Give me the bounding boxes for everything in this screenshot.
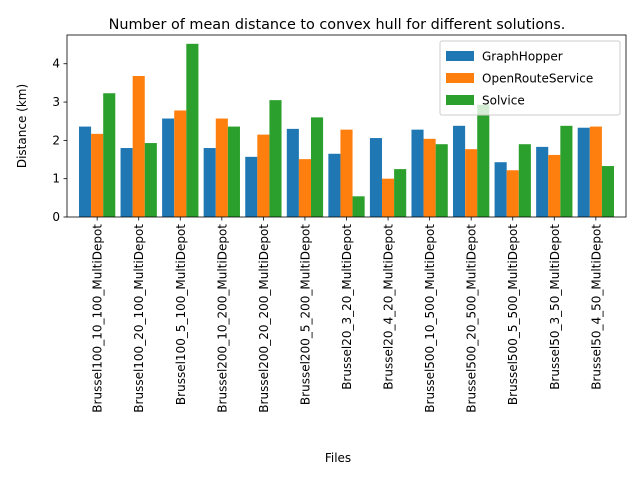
y-tick-label: 3	[52, 95, 60, 109]
bar-solvice-1	[103, 93, 116, 217]
bar-openrouteservice-7	[340, 129, 353, 217]
x-tick-label: Brussel500_10_500_MultiDepot	[423, 224, 437, 413]
x-tick-label: Brussel50_3_50_MultiDepot	[548, 224, 562, 390]
bar-graphhopper-2	[120, 148, 133, 217]
bar-openrouteservice-10	[465, 149, 478, 217]
x-axis: Brussel100_10_100_MultiDepot Brussel100_2…	[91, 217, 603, 413]
x-tick-label: Brussel50_4_50_MultiDepot	[589, 224, 603, 390]
x-tick-label: Brussel20_4_20_MultiDepot	[382, 224, 396, 390]
legend-frame	[439, 40, 621, 116]
y-tick-label: 2	[52, 133, 60, 147]
x-tick-label: Brussel500_20_500_MultiDepot	[465, 224, 479, 413]
bar-solvice-13	[601, 166, 614, 217]
bar-openrouteservice-5	[257, 134, 270, 217]
y-tick-label: 1	[52, 172, 60, 186]
bar-solvice-4	[227, 126, 240, 217]
bar-openrouteservice-13	[589, 126, 602, 217]
bar-graphhopper-8	[369, 138, 383, 217]
legend-label-openrouteservice: OpenRouteService	[482, 72, 593, 86]
bar-openrouteservice-4	[215, 118, 228, 217]
bar-graphhopper-6	[286, 128, 299, 217]
bar-openrouteservice-6	[298, 159, 311, 217]
bars-layer	[79, 43, 614, 218]
bar-graphhopper-9	[411, 129, 424, 217]
bar-graphhopper-11	[494, 162, 507, 217]
bar-graphhopper-5	[245, 156, 258, 217]
x-tick-label: Brussel100_20_100_MultiDepot	[132, 224, 146, 413]
bar-openrouteservice-11	[506, 170, 519, 217]
legend-swatch-graphhopper	[446, 51, 474, 61]
bar-solvice-9	[435, 144, 448, 217]
bar-solvice-2	[144, 143, 157, 217]
x-tick-label: Brussel100_5_100_MultiDepot	[174, 224, 188, 405]
bar-openrouteservice-1	[91, 133, 104, 217]
bar-openrouteservice-9	[423, 138, 436, 217]
x-tick-label: Brussel100_10_100_MultiDepot	[91, 224, 105, 413]
y-tick-label: 4	[52, 57, 60, 71]
bar-graphhopper-10	[453, 125, 466, 217]
bar-graphhopper-13	[577, 127, 590, 217]
bar-solvice-6	[310, 117, 324, 217]
x-tick-label: Brussel200_10_200_MultiDepot	[215, 224, 229, 413]
legend-swatch-openrouteservice	[446, 73, 474, 83]
y-axis: 0 1 2 3 4	[52, 57, 67, 224]
bar-openrouteservice-8	[382, 178, 395, 217]
bar-graphhopper-4	[203, 148, 216, 217]
x-tick-label: Brussel500_5_500_MultiDepot	[506, 224, 520, 405]
bar-graphhopper-12	[536, 146, 549, 217]
legend-swatch-solvice	[446, 95, 474, 105]
y-axis-label: Distance (km)	[15, 84, 29, 168]
bar-graphhopper-1	[79, 126, 92, 217]
bar-solvice-10	[477, 104, 490, 217]
bar-openrouteservice-3	[174, 110, 187, 217]
bar-openrouteservice-12	[548, 154, 561, 217]
legend-label-solvice: Solvice	[482, 94, 525, 108]
x-tick-label: Brussel20_3_20_MultiDepot	[340, 224, 354, 390]
x-tick-label: Brussel200_20_200_MultiDepot	[257, 224, 271, 413]
bar-solvice-8	[394, 169, 407, 217]
bar-solvice-3	[186, 43, 199, 218]
plot-area-frame	[66, 34, 627, 218]
bar-graphhopper-3	[162, 118, 175, 217]
y-tick-label: 0	[52, 210, 60, 224]
bar-solvice-11	[518, 144, 531, 217]
x-axis-label: Files	[325, 451, 351, 465]
bar-solvice-12	[560, 125, 573, 217]
bar-graphhopper-7	[328, 153, 341, 217]
legend-label-graphhopper: GraphHopper	[482, 50, 563, 64]
bar-openrouteservice-2	[132, 76, 145, 217]
chart-title: Number of mean distance to convex hull f…	[109, 17, 566, 33]
x-tick-label: Brussel200_5_200_MultiDepot	[298, 224, 312, 405]
bar-solvice-7	[352, 196, 365, 217]
legend: GraphHopper OpenRouteService Solvice	[439, 40, 621, 116]
bar-solvice-5	[269, 100, 282, 217]
